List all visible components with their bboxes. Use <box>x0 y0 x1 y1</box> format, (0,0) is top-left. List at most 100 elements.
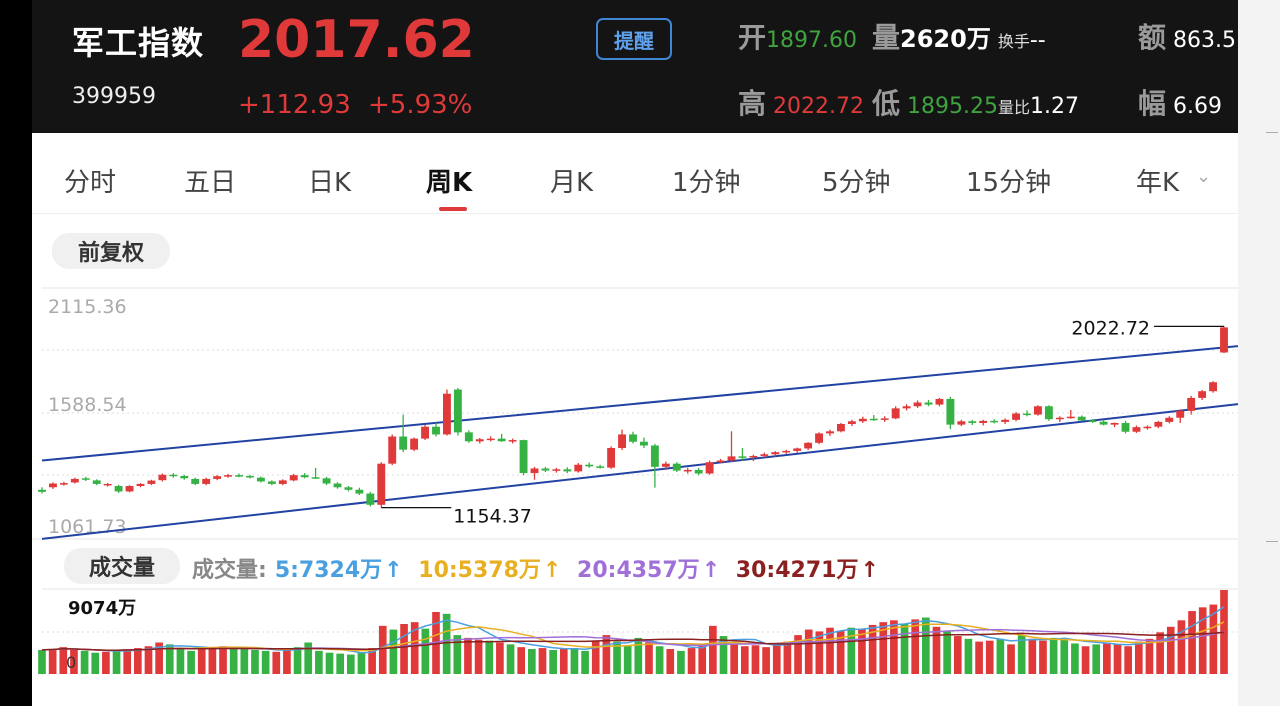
volume-bar <box>911 619 920 674</box>
low-stat: 低 1895.25量比1.27 <box>872 82 1079 122</box>
candle-body <box>366 493 375 505</box>
candle-body <box>585 464 594 467</box>
candle-body <box>355 489 364 494</box>
volume-bar <box>442 613 451 674</box>
volume-max-label: 9074万 <box>68 598 136 619</box>
candle-body <box>760 454 769 456</box>
volume-bar <box>59 647 68 674</box>
volume-bar <box>953 636 962 674</box>
volume-bar <box>91 652 100 674</box>
volume-bar <box>421 628 430 674</box>
volume-bar <box>528 649 536 674</box>
tab-five-day[interactable]: 五日 <box>184 168 237 198</box>
candle-body <box>1034 406 1042 415</box>
candle-body <box>1077 416 1086 421</box>
volume-bar <box>1071 643 1079 674</box>
volume-bar <box>943 630 951 674</box>
volume-bar <box>730 644 738 674</box>
volume-bar <box>1049 637 1058 674</box>
volume-bar <box>1028 638 1037 674</box>
volume-bar <box>496 642 504 674</box>
volume-bar <box>1007 644 1015 674</box>
volume-bar <box>48 649 57 674</box>
volume-bar <box>70 649 78 674</box>
candle-body <box>1110 422 1119 425</box>
volume-bar <box>506 644 515 674</box>
candle-body <box>388 436 397 464</box>
volume-bar <box>623 645 632 674</box>
volume-bar <box>283 649 291 674</box>
ma5-arrow-icon: ↑ <box>384 558 403 583</box>
ma30-arrow-icon: ↑ <box>860 558 879 583</box>
candle-body <box>1088 420 1097 422</box>
alert-button[interactable]: 提醒 <box>596 18 672 60</box>
vol-ratio-label: 量比 <box>998 98 1031 117</box>
volume-bar <box>315 650 323 674</box>
candle-body <box>629 434 637 442</box>
candle-body <box>136 483 145 487</box>
volume-bar <box>134 648 142 674</box>
candle-body <box>344 487 353 490</box>
volume-bar <box>219 646 227 674</box>
volume-bar <box>591 640 600 674</box>
candle-body <box>1198 391 1207 398</box>
turnover-value: -- <box>1029 28 1046 53</box>
volume-chart: 9074万 0 <box>38 588 1238 674</box>
candle-body <box>322 478 331 484</box>
volume-bar <box>709 625 717 674</box>
volume-indicator-button[interactable]: 成交量 <box>64 548 180 584</box>
tab-daily-k[interactable]: 日K <box>308 168 352 198</box>
volume-bar <box>293 647 302 674</box>
volume-bar <box>229 648 238 674</box>
candle-body <box>552 469 561 471</box>
candle-body <box>847 421 856 425</box>
divider <box>1266 132 1278 133</box>
volume-bar <box>80 650 89 674</box>
volume-bar <box>38 649 46 674</box>
volume-bar <box>858 628 866 674</box>
volume-bar <box>400 624 408 674</box>
tab-1min[interactable]: 1分钟 <box>672 168 741 198</box>
candle-body <box>1154 421 1163 427</box>
tab-monthly-k[interactable]: 月K <box>550 168 594 198</box>
volume-bar <box>900 624 909 674</box>
volume-bar <box>389 629 398 674</box>
candle-body <box>92 480 101 484</box>
quote-header: 军工指数 399959 2017.62 +112.93 +5.93% 提醒 开1… <box>32 0 1238 133</box>
chevron-down-icon[interactable]: ⌄ <box>1196 166 1212 187</box>
candle-body <box>574 464 583 472</box>
volume-bar <box>687 648 696 674</box>
volume-bar <box>645 642 653 674</box>
candle-body <box>125 486 134 492</box>
candle-body <box>289 475 298 481</box>
volume-bar <box>1039 640 1047 674</box>
volume-bar <box>336 653 344 674</box>
tab-weekly-k[interactable]: 周K <box>426 168 473 198</box>
volume-bar <box>879 622 888 674</box>
active-tab-indicator <box>439 207 467 211</box>
volume-bar <box>240 649 249 674</box>
adjust-button[interactable]: 前复权 <box>52 233 170 269</box>
volume-bar <box>804 629 813 674</box>
candle-body <box>793 448 802 451</box>
right-edge-strip <box>1238 0 1280 706</box>
tab-5min[interactable]: 5分钟 <box>822 168 891 198</box>
candle-body <box>114 486 123 492</box>
tab-yearly-k[interactable]: 年K <box>1136 168 1180 198</box>
tab-intraday[interactable]: 分时 <box>64 168 117 198</box>
low-label: 低 <box>872 87 901 120</box>
amplitude-stat: 幅 6.69 <box>1138 82 1222 122</box>
volume-bar <box>123 649 132 674</box>
volume-bar <box>783 641 792 674</box>
ma20-arrow-icon: ↑ <box>701 558 721 583</box>
candle-body <box>235 475 243 477</box>
candle-body <box>421 426 429 439</box>
volume-bar <box>272 651 281 674</box>
volume-ma-legend: 成交量: 5:7324万↑ 10:5378万↑ 20:4357万↑ 30:4271… <box>192 552 887 584</box>
tab-15min[interactable]: 15分钟 <box>966 168 1052 198</box>
volume-bar <box>655 646 664 674</box>
candle-body <box>683 469 692 472</box>
candle-body <box>399 436 408 450</box>
candle-body <box>804 442 813 449</box>
candle-body <box>968 421 977 423</box>
